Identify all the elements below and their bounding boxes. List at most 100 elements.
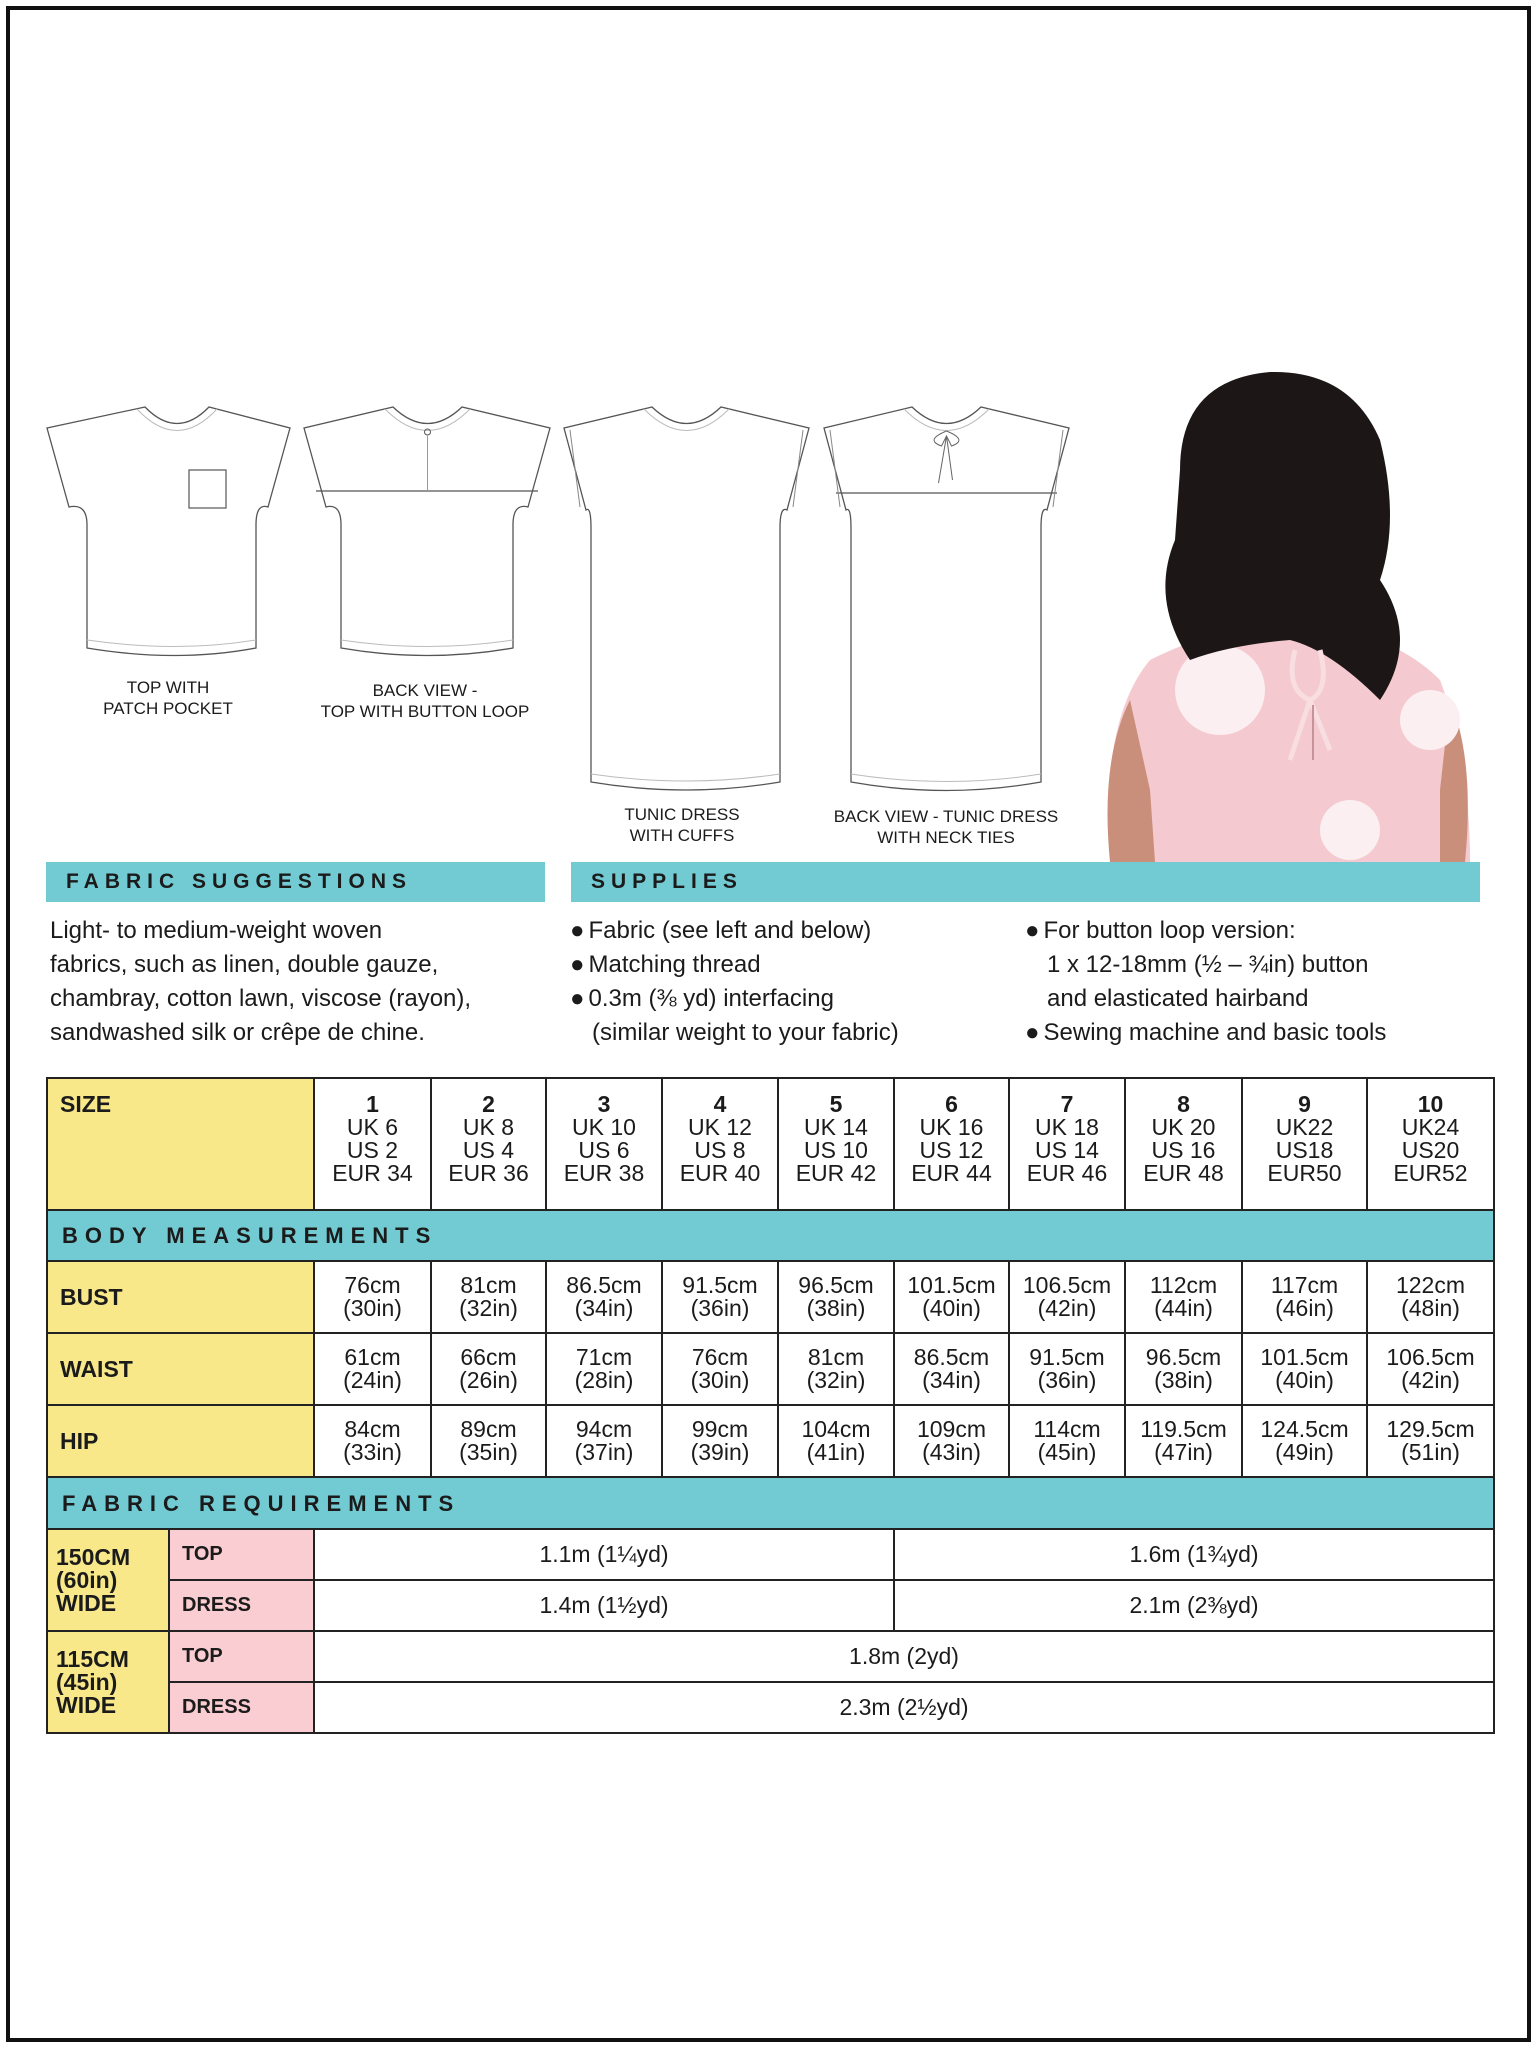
supply-item: and elasticated hairband [1025, 982, 1386, 1016]
fabric-suggestion-line: chambray, cotton lawn, viscose (rayon), [50, 985, 472, 1012]
cell-text: EUR 42 [795, 1160, 877, 1186]
cell-text: BODY MEASUREMENTS [62, 1223, 438, 1248]
cell-text: (43in) [922, 1439, 981, 1465]
fabric-width-label: 150CM (60in) WIDE [46, 1528, 170, 1632]
body-measurements-header-row: BODY MEASUREMENTS [46, 1209, 1495, 1262]
flat-top-patch-pocket [46, 406, 291, 657]
cell-text: 109cm [916, 1416, 987, 1442]
cell-text: (36in) [1037, 1367, 1097, 1393]
cell-text: (32in) [459, 1295, 518, 1321]
cell-text: 76cm [691, 1344, 749, 1370]
size-cell: 9 UK22 US18 EUR50 [1241, 1077, 1368, 1211]
cell-text: US 10 [804, 1137, 868, 1163]
fabric-amount-cell: 1.6m (1¾yd) [893, 1528, 1495, 1581]
cell-text: (39in) [690, 1439, 750, 1465]
flat-label: TOP WITH PATCH POCKET [103, 677, 233, 719]
measurement-cell: 104cm (41in) [777, 1404, 895, 1478]
cell-text: WIDE [56, 1691, 117, 1718]
cell-text: WIDE [56, 1589, 117, 1616]
fabric-row: DRESS 1.4m (1½yd) 2.1m (2⅜yd) [47, 1579, 1495, 1632]
size-cell: 2 UK 8 US 4 EUR 36 [430, 1077, 547, 1211]
measurement-cell: 122cm (48in) [1366, 1260, 1495, 1334]
cell-text: 91.5cm [1029, 1344, 1105, 1370]
cell-text: 1.4m (1½yd) [539, 1592, 669, 1618]
cell-text: US20 [1401, 1137, 1460, 1163]
cell-text: UK 6 [346, 1114, 399, 1140]
garment-flats [46, 370, 1482, 862]
cell-text: US 2 [346, 1137, 399, 1163]
supply-item: Sewing machine and basic tools [1025, 1016, 1387, 1050]
measurement-label: BUST [46, 1260, 315, 1334]
supply-item-text: For button loop version: [1043, 917, 1296, 944]
cell-text: EUR50 [1267, 1160, 1342, 1186]
cell-text: (49in) [1275, 1439, 1334, 1465]
cell-text: 86.5cm [913, 1344, 990, 1370]
supply-item: 0.3m (⅜ yd) interfacing [570, 982, 899, 1016]
cell-text: 1.8m (2yd) [849, 1643, 959, 1669]
cell-text: EUR 36 [448, 1160, 529, 1186]
cell-text: US 4 [462, 1137, 515, 1163]
measurement-cell: 99cm (39in) [661, 1404, 779, 1478]
flat-tunic-dress-neck-ties-back [823, 406, 1070, 792]
measurement-label: HIP [46, 1404, 315, 1478]
cell-text: UK 10 [572, 1114, 636, 1140]
cell-text: 129.5cm [1386, 1416, 1475, 1442]
fabric-requirements-header: FABRIC REQUIREMENTS [46, 1476, 1495, 1530]
size-cell: 6 UK 16 US 12 EUR 44 [893, 1077, 1010, 1211]
model-photo [1084, 370, 1482, 862]
fabric-row: 150CM (60in) WIDE TOP 1.1m (1¼yd) 1.6m (1¾yd) [46, 1528, 1495, 1632]
cell-text: 10 [1417, 1091, 1444, 1117]
cell-text: UK 14 [804, 1114, 868, 1140]
cell-text: 96.5cm [798, 1272, 874, 1298]
cell-text: 99cm [691, 1416, 749, 1442]
cell-text: (28in) [574, 1367, 634, 1393]
cell-text: UK 12 [688, 1114, 752, 1140]
cell-text: 101.5cm [907, 1272, 996, 1298]
cell-text: 122cm [1395, 1272, 1466, 1298]
measurement-cell: 106.5cm (42in) [1008, 1260, 1126, 1334]
cell-text: 117cm [1270, 1272, 1339, 1298]
cell-text: 89cm [460, 1416, 517, 1442]
cell-text: 84cm [344, 1416, 401, 1442]
cell-text: EUR52 [1393, 1160, 1468, 1186]
cell-text: UK22 [1275, 1114, 1334, 1140]
cell-text: 124.5cm [1260, 1416, 1349, 1442]
supply-item-text: 0.3m (⅜ yd) interfacing [588, 985, 834, 1012]
measurement-cell: 114cm (45in) [1008, 1404, 1126, 1478]
garment-type-label: DRESS [168, 1681, 315, 1734]
flat-top-button-loop-back [303, 406, 551, 657]
cell-text: US18 [1275, 1137, 1334, 1163]
measurement-cell: 89cm (35in) [430, 1404, 547, 1478]
measurement-cell: 61cm (24in) [313, 1332, 432, 1406]
cell-text: 150CM [56, 1543, 131, 1570]
supplies-list-1: Fabric (see left and below) Matching thre… [570, 914, 899, 1050]
flat-label-line: BACK VIEW - [372, 681, 478, 700]
cell-text: 81cm [807, 1344, 865, 1370]
garment-type-label: TOP [168, 1630, 315, 1683]
size-label-cell: SIZE [46, 1077, 315, 1211]
size-cell: 10 UK24 US20 EUR52 [1366, 1077, 1495, 1211]
measurement-cell: 84cm (33in) [313, 1404, 432, 1478]
supply-item-text: Sewing machine and basic tools [1043, 1019, 1387, 1046]
cell-text: (42in) [1037, 1295, 1097, 1321]
supply-item-text: Fabric (see left and below) [588, 917, 872, 944]
size-cell: 8 UK 20 US 16 EUR 48 [1124, 1077, 1243, 1211]
cell-text: 112cm [1149, 1272, 1218, 1298]
measurement-label: WAIST [46, 1332, 315, 1406]
size-cell: 7 UK 18 US 14 EUR 46 [1008, 1077, 1126, 1211]
cell-text: 96.5cm [1145, 1344, 1222, 1370]
supply-item-text: and elasticated hairband [1047, 985, 1309, 1012]
cell-text: US 8 [694, 1137, 746, 1163]
cell-text: 101.5cm [1260, 1344, 1349, 1370]
cell-text: (42in) [1401, 1367, 1460, 1393]
cell-text: 9 [1298, 1091, 1311, 1117]
cell-text: 76cm [344, 1272, 401, 1298]
cell-text: 119.5cm [1140, 1416, 1227, 1442]
garment-outline [563, 406, 810, 791]
cell-text: (30in) [343, 1295, 402, 1321]
cell-text: UK24 [1401, 1114, 1460, 1140]
fabric-amount-cell: 2.1m (2⅜yd) [893, 1579, 1495, 1632]
fabric-suggestion-line: sandwashed silk or crêpe de chine. [50, 1019, 425, 1046]
cell-text: (24in) [343, 1367, 402, 1393]
fabric-suggestions-header: FABRIC SUGGESTIONS [46, 862, 545, 902]
